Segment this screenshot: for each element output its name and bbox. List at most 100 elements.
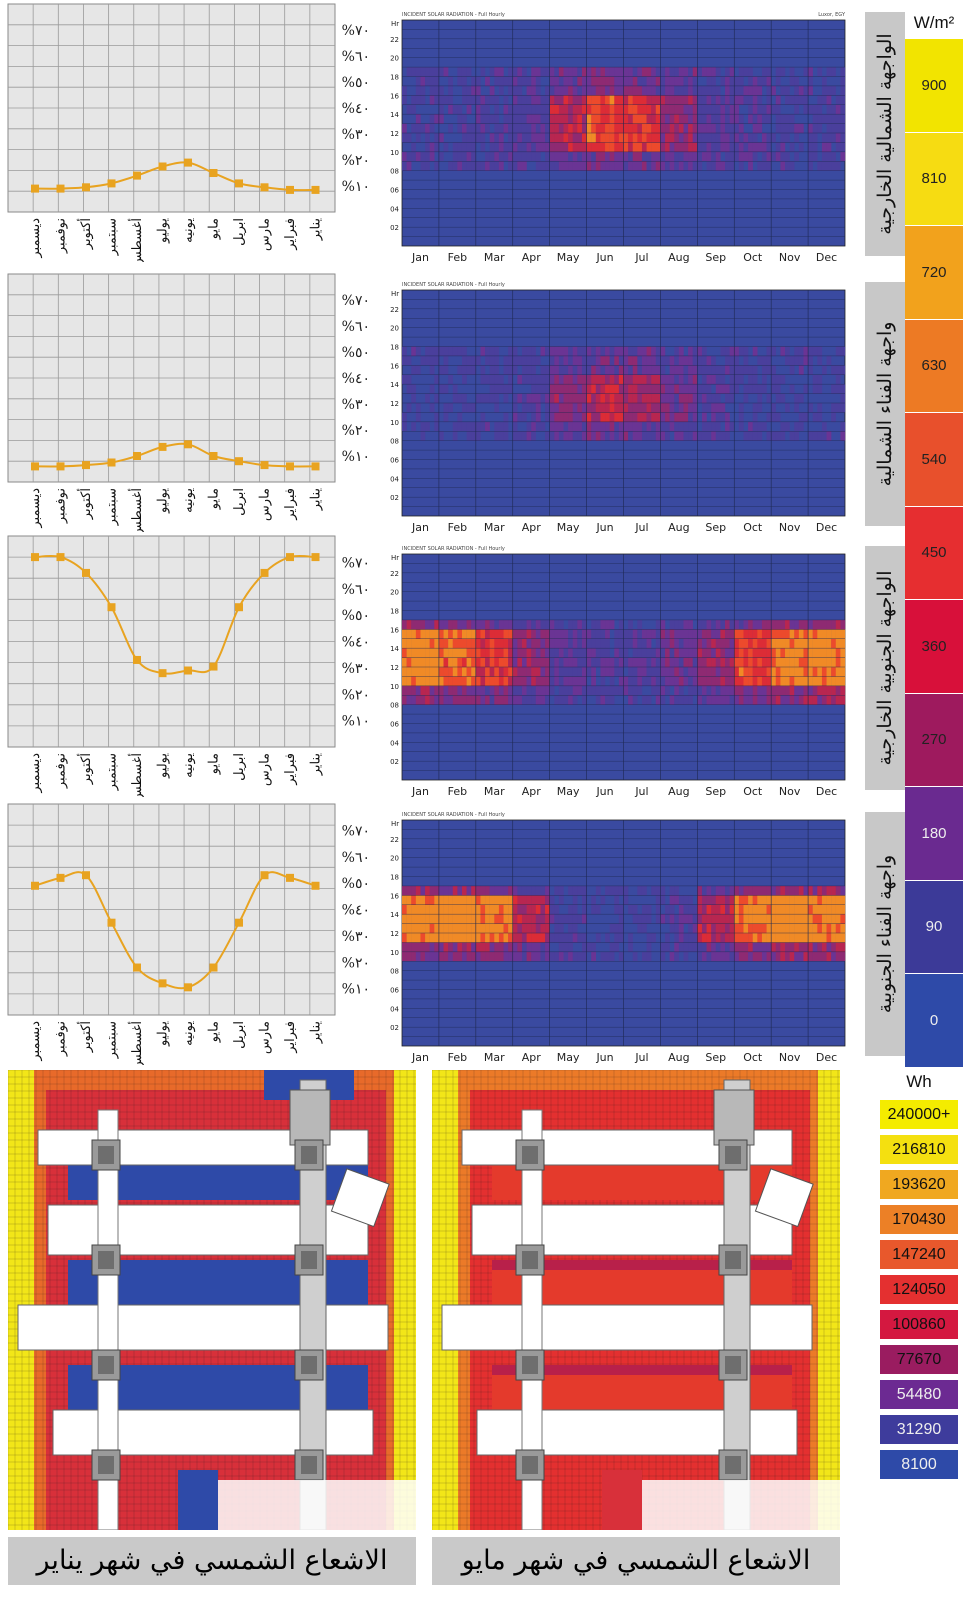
x-tick-label: سبتمبر bbox=[105, 1021, 120, 1059]
heatmap-cell bbox=[665, 942, 670, 953]
heatmap-cell bbox=[669, 393, 675, 404]
heatmap-cell bbox=[706, 657, 712, 668]
heatmap-cell bbox=[618, 431, 624, 441]
heatmap-cell bbox=[452, 161, 458, 171]
heatmap-cell bbox=[632, 648, 638, 658]
heatmap-cell bbox=[402, 933, 407, 943]
caption-may: الاشعاع الشمسي في شهر مايو bbox=[432, 1537, 840, 1585]
heatmap-cell bbox=[817, 695, 823, 705]
heatmap-cell bbox=[674, 685, 680, 696]
heatmap-cell bbox=[715, 895, 721, 905]
heatmap-cell bbox=[651, 374, 657, 385]
heatmap-cell bbox=[720, 412, 726, 423]
heatmap-cell bbox=[406, 942, 412, 953]
heatmap-cell bbox=[489, 151, 495, 162]
heatmap-cell bbox=[683, 431, 689, 441]
heatmap-cell bbox=[683, 374, 689, 385]
heatmap-cell bbox=[738, 403, 744, 413]
heatmap-cell bbox=[748, 374, 753, 385]
heatmap-cell bbox=[443, 346, 449, 357]
heatmap-cell bbox=[508, 695, 513, 705]
heatmap-cell bbox=[526, 942, 532, 953]
plan-bottom-wing bbox=[642, 1480, 840, 1530]
heatmap-cell bbox=[628, 638, 633, 649]
heatmap-cell bbox=[826, 161, 832, 171]
heatmap-cell bbox=[438, 951, 444, 962]
heatmap-cell bbox=[471, 667, 477, 677]
heatmap-cell bbox=[785, 942, 790, 953]
heatmap-cell bbox=[503, 923, 509, 934]
heatmap-cell bbox=[508, 355, 513, 366]
heatmap-cell bbox=[521, 933, 527, 943]
x-tick-label: نوفمبر bbox=[54, 218, 69, 254]
heatmap-cell bbox=[669, 151, 675, 162]
heatmap-cell bbox=[840, 67, 846, 77]
heatmap-cell bbox=[406, 695, 412, 705]
heatmap-cell bbox=[411, 365, 417, 375]
heatmap-cell bbox=[609, 114, 615, 124]
heatmap-cell bbox=[646, 355, 652, 366]
heatmap-cell bbox=[701, 942, 707, 953]
heatmap-cell bbox=[591, 895, 597, 905]
heatmap-cell bbox=[526, 104, 532, 115]
heatmap-cell bbox=[637, 85, 643, 96]
heatmap-cell bbox=[725, 648, 730, 658]
heatmap-cell bbox=[415, 942, 421, 953]
hour-tick-label: 06 bbox=[390, 721, 399, 729]
heatmap-cell bbox=[665, 431, 670, 441]
heatmap-cell bbox=[526, 676, 532, 687]
heatmap-cell bbox=[757, 95, 763, 105]
heatmap-cell bbox=[780, 619, 786, 630]
heatmap-cell bbox=[577, 619, 583, 630]
heatmap-cell bbox=[489, 638, 495, 649]
heatmap-header: INCIDENT SOLAR RADIATION - Full Hourly bbox=[402, 812, 505, 818]
heatmap-cell bbox=[540, 885, 546, 896]
heatmap-cell bbox=[425, 895, 430, 905]
heatmap-cell bbox=[508, 365, 513, 375]
heatmap-cell bbox=[817, 951, 823, 962]
x-tick-label: نوفمبر bbox=[54, 488, 69, 524]
energy-legend-step: 170430 bbox=[879, 1204, 959, 1235]
heatmap-cell bbox=[683, 895, 689, 905]
heatmap-cell bbox=[554, 85, 560, 96]
heatmap-cell bbox=[789, 885, 795, 896]
radiation-legend-step: 90 bbox=[905, 879, 963, 973]
heatmap-cell bbox=[498, 161, 504, 171]
heatmap-cell bbox=[457, 76, 463, 87]
heatmap-cell bbox=[577, 933, 583, 943]
heatmap-cell bbox=[701, 914, 707, 924]
heatmap-cell bbox=[761, 685, 767, 696]
radiation-legend-unit: W/m² bbox=[905, 8, 963, 38]
heatmap-cell bbox=[715, 657, 721, 668]
heatmap-cell bbox=[665, 421, 670, 432]
heatmap-cell bbox=[711, 355, 716, 366]
heatmap-cell bbox=[715, 685, 721, 696]
heatmap-cell bbox=[457, 914, 463, 924]
heatmap-cell bbox=[563, 161, 569, 171]
heatmap-cell bbox=[743, 629, 749, 639]
heatmap-cell bbox=[734, 914, 740, 924]
heatmap-cell bbox=[706, 933, 712, 943]
heatmap-cell bbox=[761, 133, 767, 143]
heatmap-cell bbox=[471, 161, 477, 171]
heatmap-cell bbox=[471, 923, 477, 934]
heatmap-cell bbox=[508, 67, 513, 77]
heatmap-cell bbox=[785, 95, 790, 105]
heatmap-cell bbox=[512, 346, 518, 357]
heatmap-cell bbox=[646, 648, 652, 658]
heatmap-cell bbox=[826, 95, 832, 105]
heatmap-cell bbox=[420, 951, 426, 962]
heatmap-cell bbox=[577, 629, 583, 639]
month-tick-label: Oct bbox=[743, 521, 763, 534]
heatmap-cell bbox=[660, 885, 666, 896]
heatmap-cell bbox=[697, 85, 703, 96]
heatmap-cell bbox=[531, 85, 537, 96]
heatmap-cell bbox=[545, 629, 550, 639]
heatmap-cell bbox=[600, 421, 606, 432]
heatmap-cell bbox=[688, 629, 693, 639]
heatmap-cell bbox=[711, 619, 716, 630]
heatmap-cell bbox=[591, 85, 597, 96]
heatmap-cell bbox=[475, 629, 481, 639]
y-tick-label: %٣٠ bbox=[342, 397, 370, 413]
heatmap-cell bbox=[697, 923, 703, 934]
